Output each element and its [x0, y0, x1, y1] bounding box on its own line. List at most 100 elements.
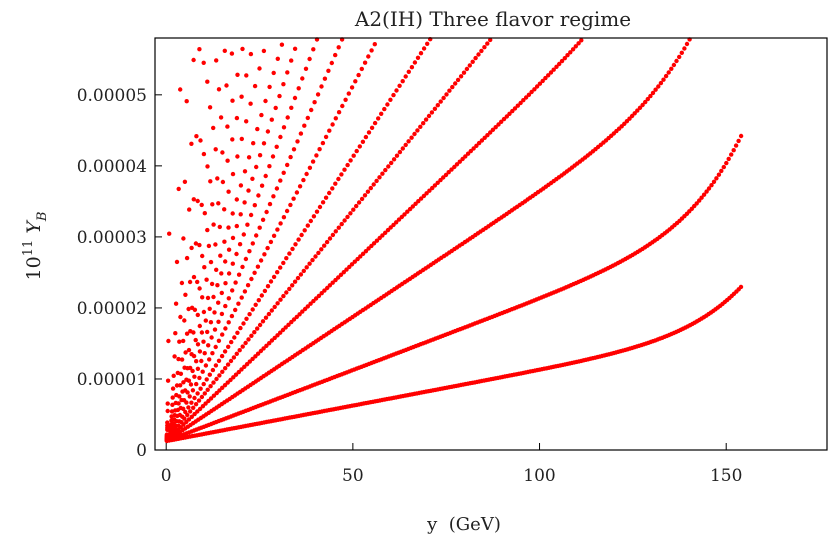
- data-point: [653, 87, 658, 92]
- data-point: [389, 160, 394, 166]
- data-point: [211, 125, 216, 131]
- data-point: [345, 214, 350, 220]
- data-point: [184, 331, 190, 336]
- data-point: [461, 70, 467, 75]
- data-point: [212, 327, 218, 332]
- data-point: [353, 79, 358, 84]
- data-point: [305, 115, 310, 121]
- data-point: [330, 232, 336, 238]
- data-point: [219, 271, 224, 276]
- data-point: [372, 120, 378, 126]
- data-point: [255, 264, 261, 269]
- data-point: [275, 227, 280, 232]
- data-point: [170, 395, 175, 400]
- data-point: [292, 279, 298, 284]
- data-point: [336, 176, 341, 182]
- data-point: [242, 200, 247, 205]
- data-point: [208, 384, 213, 389]
- data-point: [261, 141, 267, 146]
- data-point: [205, 387, 210, 392]
- data-point: [271, 233, 277, 238]
- data-point: [348, 211, 353, 216]
- data-point: [548, 70, 554, 75]
- data-point: [178, 314, 183, 320]
- data-point: [645, 96, 650, 102]
- y-axis-label: 1011 YB: [21, 212, 50, 281]
- data-point: [455, 77, 461, 83]
- data-point: [220, 179, 226, 185]
- data-point: [220, 150, 225, 155]
- data-point: [238, 325, 243, 331]
- data-point: [241, 232, 246, 237]
- data-point: [230, 235, 236, 241]
- data-point: [479, 48, 484, 54]
- data-point: [300, 76, 305, 81]
- data-point: [418, 51, 424, 56]
- data-point: [402, 212, 407, 217]
- data-point: [368, 185, 373, 191]
- data-point: [263, 315, 269, 320]
- data-point: [301, 268, 306, 274]
- data-point: [218, 253, 223, 258]
- data-point: [671, 62, 677, 68]
- data-point: [257, 225, 262, 230]
- data-point: [714, 176, 719, 181]
- data-point: [268, 239, 274, 245]
- data-point: [499, 119, 504, 125]
- data-point: [225, 124, 230, 129]
- data-point: [454, 162, 460, 167]
- data-point: [253, 302, 258, 307]
- data-point: [322, 243, 327, 248]
- data-point: [640, 102, 645, 108]
- data-point: [184, 400, 189, 405]
- data-point: [236, 272, 242, 277]
- data-point: [247, 249, 252, 254]
- data-point: [400, 79, 405, 84]
- data-point: [207, 306, 212, 311]
- data-point: [349, 262, 355, 267]
- data-point: [562, 56, 567, 61]
- data-point: [237, 348, 242, 353]
- data-point: [288, 154, 293, 160]
- data-point: [391, 157, 397, 162]
- data-point: [323, 134, 329, 140]
- data-point: [205, 79, 210, 84]
- data-point: [333, 229, 338, 234]
- data-point: [183, 292, 188, 297]
- data-point: [195, 409, 200, 414]
- data-point: [231, 355, 237, 360]
- data-point: [529, 89, 534, 95]
- data-point: [220, 332, 225, 337]
- x-axis-ticks: 0 50 100 150: [161, 443, 742, 486]
- data-point: [235, 72, 240, 78]
- data-point: [234, 351, 239, 356]
- data-point: [415, 55, 421, 60]
- data-point: [184, 255, 190, 261]
- data-point: [421, 121, 426, 126]
- data-point: [220, 369, 225, 374]
- data-point: [195, 342, 201, 347]
- data-point: [291, 147, 297, 152]
- data-point: [333, 116, 338, 121]
- data-point: [313, 254, 318, 259]
- data-point: [167, 231, 172, 236]
- data-point: [263, 98, 268, 104]
- data-point: [429, 110, 435, 115]
- data-point: [171, 373, 176, 378]
- data-point: [551, 67, 556, 72]
- data-point: [207, 372, 212, 377]
- data-point: [342, 167, 347, 172]
- data-point: [360, 139, 366, 144]
- svg-text:1011 YB: 1011 YB: [21, 212, 50, 281]
- data-point: [197, 375, 202, 381]
- data-point: [295, 139, 300, 144]
- data-point: [259, 293, 264, 298]
- data-point: [396, 217, 402, 222]
- data-point: [215, 283, 220, 288]
- data-point: [229, 51, 235, 56]
- data-point: [244, 119, 249, 124]
- data-point: [193, 337, 198, 343]
- data-point: [292, 95, 298, 101]
- data-point: [219, 290, 224, 296]
- data-point: [316, 293, 322, 299]
